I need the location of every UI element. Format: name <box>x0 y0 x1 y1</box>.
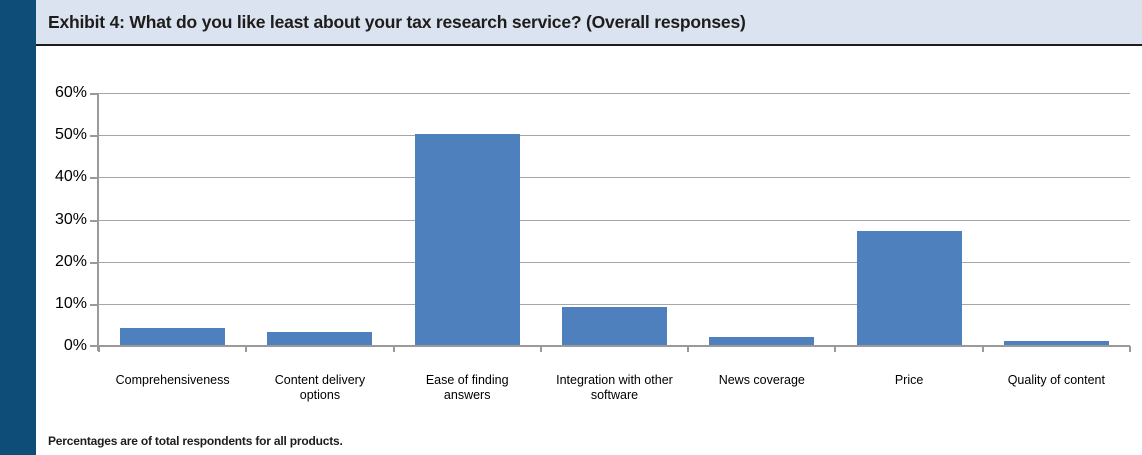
x-axis-category-label-integration-with-other-software: Integration with other software <box>556 373 673 402</box>
x-axis-category-label-news-coverage: News coverage <box>718 373 805 387</box>
y-axis-tick-label: 50% <box>54 126 87 144</box>
exhibit-header: Exhibit 4: What do you like least about … <box>36 0 1142 46</box>
x-axis-category-label-content-delivery-options: Content delivery options <box>274 373 366 402</box>
y-axis-tick <box>90 345 98 347</box>
y-axis-tick-label: 40% <box>54 168 87 186</box>
x-axis-tick <box>392 346 395 352</box>
x-axis-line <box>99 345 1130 347</box>
bar-chart: 0% 10% 20% 30% 40% 50% 60% Comprehensiveness Co… <box>0 48 1142 455</box>
gridline-20 <box>99 261 1130 263</box>
x-axis-category-labels: Comprehensiveness Content delivery option… <box>99 373 1130 433</box>
bar-integration-with-other-software <box>562 307 667 345</box>
x-axis-category-label-comprehensiveness: Comprehensiveness <box>115 373 230 387</box>
x-axis-tick <box>245 346 248 352</box>
x-axis-category-label-quality-of-content: Quality of content <box>1007 373 1105 387</box>
bar-content-delivery-options <box>267 332 373 345</box>
exhibit-title: Exhibit 4: What do you like least about … <box>48 11 746 32</box>
gridline-60 <box>99 93 1130 94</box>
y-axis-tick-label: 20% <box>54 252 87 270</box>
x-axis-tick <box>98 346 100 352</box>
y-axis-tick-label: 0% <box>63 337 87 354</box>
y-axis-tick <box>90 135 98 138</box>
y-axis-line <box>97 93 99 351</box>
bar-comprehensiveness <box>120 328 226 345</box>
y-axis-tick-label: 60% <box>54 84 87 101</box>
y-axis-tick-label: 30% <box>54 210 87 228</box>
x-axis-tick <box>1129 346 1131 352</box>
y-axis-tick <box>90 177 98 180</box>
x-axis-tick <box>834 346 837 352</box>
gridline-30 <box>99 219 1130 221</box>
gridline-10 <box>99 303 1130 305</box>
x-axis-tick <box>687 346 690 352</box>
gridline-40 <box>99 177 1130 179</box>
gridline-50 <box>99 135 1130 137</box>
bar-price <box>856 231 962 345</box>
y-axis-tick <box>90 219 98 222</box>
bar-ease-of-finding-answers <box>414 134 520 345</box>
y-axis-tick <box>90 303 98 306</box>
x-axis-category-label-ease-of-finding-answers: Ease of finding answers <box>425 373 509 402</box>
x-axis-tick <box>981 346 984 352</box>
bar-news-coverage <box>709 336 815 345</box>
plot-area: 0% 10% 20% 30% 40% 50% 60% <box>55 84 1131 354</box>
bar-quality-of-content <box>1003 340 1109 345</box>
left-accent-stripe <box>0 0 36 455</box>
y-axis-tick <box>90 93 98 95</box>
x-axis-tick <box>539 346 542 352</box>
x-axis-category-label-price: Price <box>894 373 924 387</box>
chart-footnote: Percentages are of total respondents for… <box>48 434 343 448</box>
y-axis-tick-label: 10% <box>54 294 87 312</box>
y-axis-tick <box>90 261 98 264</box>
